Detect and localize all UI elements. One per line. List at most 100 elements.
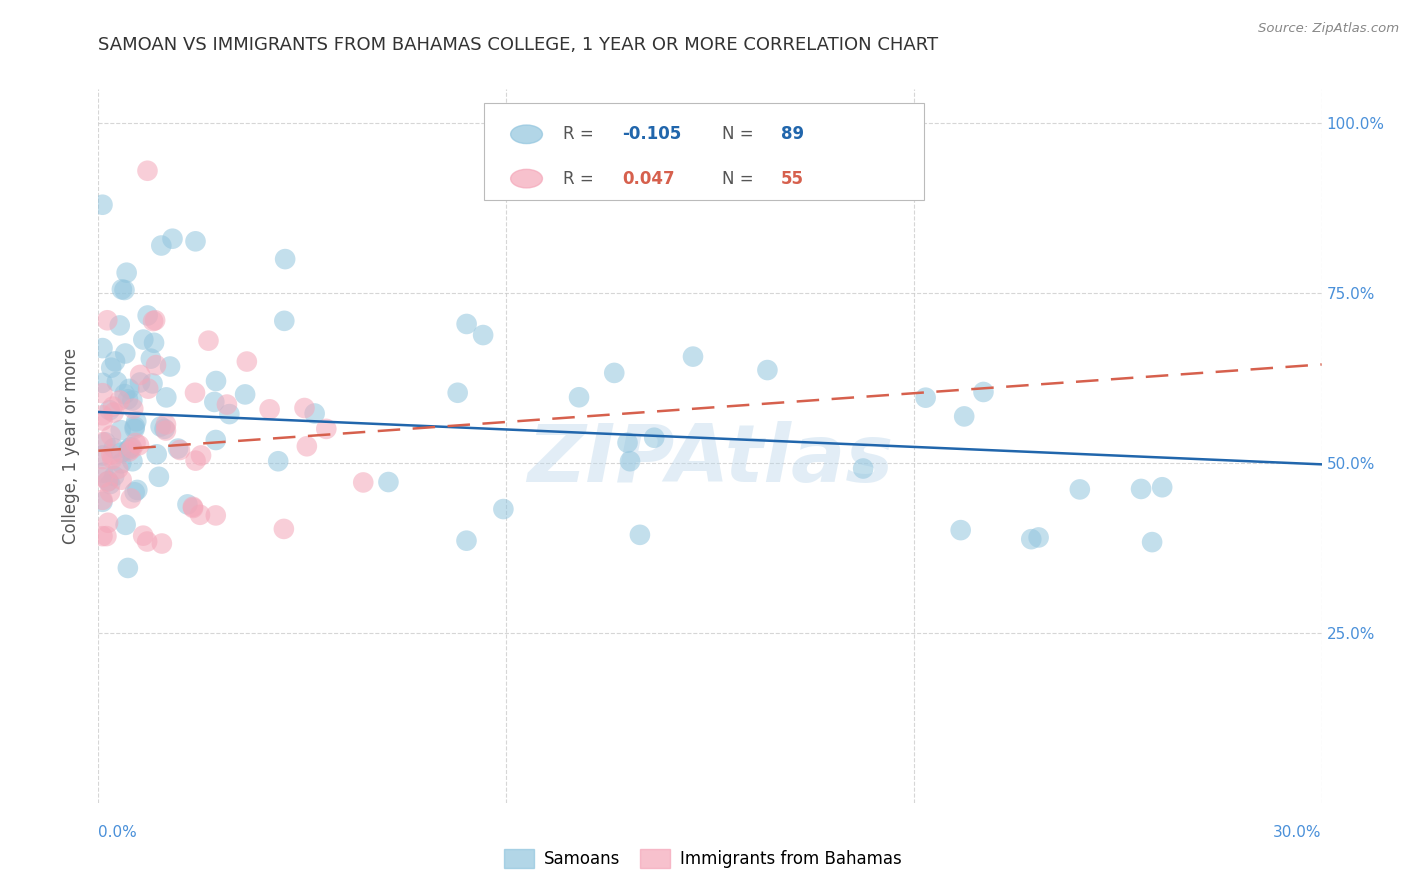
Point [97, 474, 120, 488]
Point [136, 309, 159, 323]
Point [101, 400, 124, 414]
Point [176, 497, 198, 511]
Point [98, 477, 121, 491]
Point [120, 441, 142, 455]
Point [352, 475, 374, 490]
Text: ZIPAtlas: ZIPAtlas [527, 421, 893, 500]
Point [852, 461, 875, 475]
Point [110, 423, 132, 437]
Point [91, 376, 114, 390]
Point [124, 485, 146, 500]
Point [136, 534, 159, 549]
Point [236, 354, 259, 368]
Point [124, 419, 146, 434]
Point [184, 235, 207, 249]
Point [616, 435, 638, 450]
Point [143, 335, 166, 350]
Point [295, 439, 318, 453]
Point [136, 163, 159, 178]
Text: 0.0%: 0.0% [98, 825, 138, 840]
Point [114, 387, 136, 401]
Circle shape [510, 169, 543, 188]
Point [628, 528, 651, 542]
Point [304, 407, 326, 421]
Point [108, 393, 131, 408]
Point [97, 475, 120, 489]
Point [96, 529, 118, 543]
Point [121, 442, 143, 456]
Point [377, 475, 399, 489]
Point [100, 360, 122, 375]
Point [169, 442, 191, 457]
Point [103, 469, 125, 483]
FancyBboxPatch shape [484, 103, 924, 200]
Point [1019, 532, 1042, 546]
Point [456, 533, 478, 548]
Point [167, 442, 190, 456]
Legend: Samoans, Immigrants from Bahamas: Samoans, Immigrants from Bahamas [498, 842, 908, 875]
Point [315, 422, 337, 436]
Point [91, 435, 114, 450]
Point [91, 529, 114, 543]
Point [1140, 535, 1163, 549]
Point [127, 483, 149, 497]
Point [132, 529, 155, 543]
Point [1152, 480, 1174, 494]
Text: N =: N = [723, 169, 759, 187]
Point [643, 431, 665, 445]
Text: 89: 89 [780, 125, 804, 144]
Point [103, 406, 125, 420]
Point [205, 374, 228, 388]
Point [1069, 483, 1091, 497]
Point [121, 393, 143, 408]
Point [115, 266, 138, 280]
Point [162, 232, 184, 246]
Point [97, 516, 120, 530]
Point [91, 449, 114, 463]
Point [91, 198, 114, 212]
Point [105, 375, 128, 389]
Point [953, 409, 976, 424]
Point [107, 462, 129, 476]
Text: SAMOAN VS IMMIGRANTS FROM BAHAMAS COLLEGE, 1 YEAR OR MORE CORRELATION CHART: SAMOAN VS IMMIGRANTS FROM BAHAMAS COLLEG… [98, 36, 939, 54]
Point [159, 359, 181, 374]
Point [472, 328, 495, 343]
Point [619, 454, 641, 468]
Point [111, 473, 134, 487]
Point [91, 492, 114, 507]
Point [603, 366, 626, 380]
Point [122, 401, 145, 416]
Point [274, 252, 297, 266]
Point [184, 453, 207, 467]
Point [125, 414, 148, 428]
Point [145, 447, 167, 461]
Text: 55: 55 [780, 169, 804, 187]
Point [91, 452, 114, 467]
Point [128, 438, 150, 452]
Point [136, 382, 159, 396]
Point [98, 485, 121, 500]
Point [103, 441, 125, 455]
Point [273, 314, 295, 328]
Circle shape [510, 125, 543, 144]
Point [110, 456, 132, 470]
Point [110, 445, 132, 459]
Point [124, 436, 146, 450]
Point [914, 391, 936, 405]
Text: R =: R = [564, 125, 599, 144]
Point [139, 351, 162, 366]
Point [91, 466, 114, 480]
Point [188, 508, 211, 522]
Point [204, 508, 226, 523]
Point [155, 424, 177, 438]
Point [145, 358, 167, 372]
Point [181, 500, 204, 514]
Point [184, 385, 207, 400]
Point [104, 354, 127, 368]
Text: 0.047: 0.047 [621, 169, 675, 187]
Point [141, 376, 163, 391]
Y-axis label: College, 1 year or more: College, 1 year or more [62, 348, 80, 544]
Point [118, 444, 141, 458]
Point [259, 402, 281, 417]
Point [202, 395, 225, 409]
